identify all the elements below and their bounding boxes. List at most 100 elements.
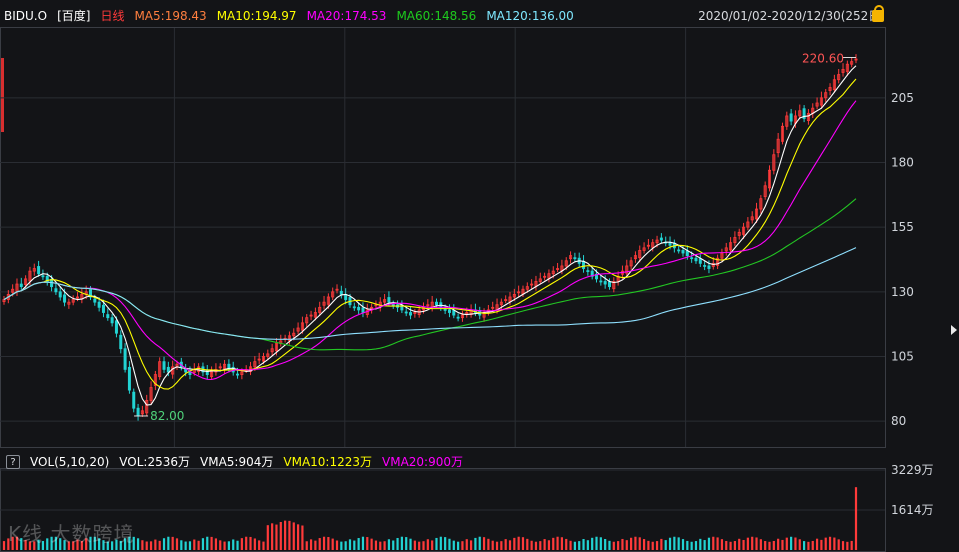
volume-bar <box>716 537 719 550</box>
volume-bar <box>149 541 153 550</box>
candle-body <box>538 278 542 282</box>
candle-body <box>24 278 28 285</box>
volume-bar <box>733 541 737 550</box>
candle-body <box>776 138 780 154</box>
ma60-line <box>3 198 857 351</box>
volume-bar <box>703 540 706 550</box>
volume-bar <box>638 537 641 550</box>
candle-body <box>750 216 754 221</box>
volume-bar <box>301 525 304 550</box>
candle-body <box>6 294 10 300</box>
candle-body <box>357 306 361 311</box>
candle-body <box>772 154 776 171</box>
volume-bar <box>781 539 784 550</box>
ma10-label: MA10:194.97 <box>216 9 297 23</box>
volume-bar <box>790 536 793 550</box>
volume-bar <box>292 522 295 550</box>
candle-body <box>828 87 832 91</box>
candle-body <box>387 297 391 303</box>
volume-bar <box>262 541 265 550</box>
volume-bar <box>46 538 49 550</box>
ma120-line <box>3 247 857 340</box>
volume-bar <box>517 536 520 550</box>
axis-labels: 80 105 130 155 180 205 1614万 3229万 <box>891 91 934 517</box>
candle-body <box>37 266 41 275</box>
candle-body <box>101 304 105 313</box>
candle-body <box>841 68 845 73</box>
volume-bar <box>798 539 801 550</box>
volume-bar <box>210 536 213 550</box>
candle-body <box>698 258 702 264</box>
candle-body <box>668 242 672 246</box>
candle-body <box>785 115 789 127</box>
volume-bar <box>746 537 749 550</box>
volume-bar <box>227 541 230 550</box>
volume-bar <box>673 536 676 550</box>
help-icon[interactable]: ? <box>6 455 20 469</box>
candle-body <box>292 332 296 337</box>
volume-bar <box>123 538 127 550</box>
volume-bar <box>824 537 827 550</box>
volume-bar <box>578 541 581 550</box>
candle-body <box>106 314 110 319</box>
volume-bar <box>491 540 494 550</box>
candle-body <box>322 301 326 306</box>
candle-body <box>612 281 616 290</box>
candle-body <box>413 312 417 314</box>
candle-body <box>789 113 793 122</box>
volume-bar <box>642 539 646 550</box>
candle-body <box>551 270 555 275</box>
volume-bar <box>742 539 745 550</box>
candle-body <box>205 369 209 375</box>
candle-body <box>646 244 650 247</box>
candle-body <box>759 198 763 210</box>
candle-body <box>266 353 270 357</box>
candle-body <box>460 314 464 319</box>
volume-bar <box>24 540 27 550</box>
volume-bar <box>482 537 486 550</box>
candle-body <box>339 290 343 295</box>
volume-bar <box>811 540 814 550</box>
volume-bar <box>820 539 823 550</box>
grid-lines <box>0 28 885 511</box>
low-price-label: 82.00 <box>150 409 184 423</box>
volume-bar <box>686 540 689 550</box>
candle-body <box>824 92 828 99</box>
candle-body <box>253 361 257 368</box>
volume-bar <box>28 541 32 550</box>
lock-icon[interactable] <box>872 5 884 22</box>
candle-body <box>404 311 408 314</box>
volume-bar <box>232 539 235 550</box>
candle-body <box>763 185 767 198</box>
ma10-line <box>3 78 857 390</box>
candle-body <box>685 250 689 257</box>
volume-bar <box>93 536 96 550</box>
volume-bar <box>504 539 507 550</box>
volume-bar <box>677 537 680 550</box>
candle-body <box>110 317 114 324</box>
volume-bar <box>387 539 391 550</box>
candle-body <box>136 407 140 417</box>
candle-body <box>832 79 836 90</box>
volume-bar <box>465 539 468 550</box>
candle-body <box>447 309 451 313</box>
candle-body <box>361 307 365 313</box>
candle-body <box>543 275 547 278</box>
volume-bar <box>370 538 373 550</box>
volume-bar <box>764 541 767 550</box>
volume-series <box>2 487 858 550</box>
candle-body <box>119 334 123 350</box>
right-arrow-icon[interactable] <box>951 325 957 335</box>
volume-bar <box>132 536 135 550</box>
candle-body <box>746 221 750 228</box>
candle-body <box>274 343 278 352</box>
candle-body <box>625 265 629 274</box>
volume-bar <box>102 540 105 550</box>
candle-body <box>149 387 153 401</box>
candle-body <box>569 255 573 260</box>
volume-bar <box>50 536 53 550</box>
volume-indicator-name: VOL(5,10,20) <box>30 455 110 469</box>
candle-body <box>642 247 646 251</box>
volume-bar <box>128 536 131 550</box>
candle-body <box>145 400 149 414</box>
